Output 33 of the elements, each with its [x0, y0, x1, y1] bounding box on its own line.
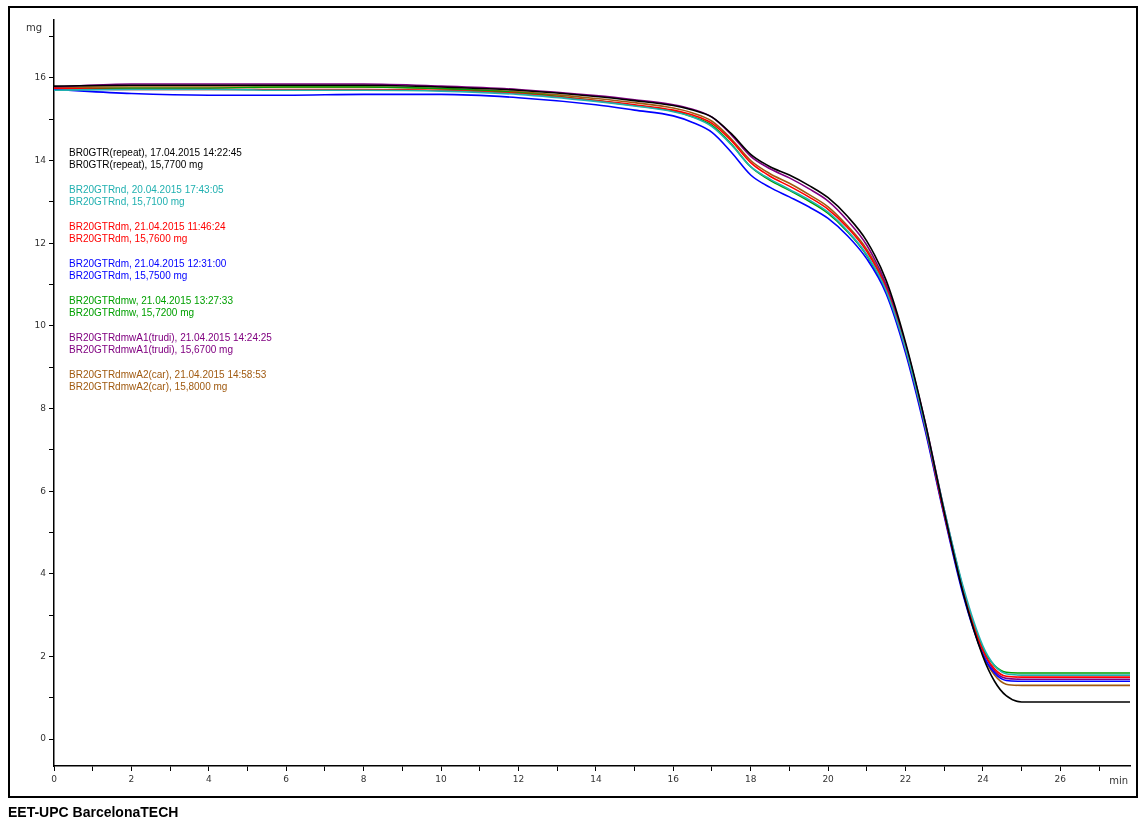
y-axis-title: mg: [25, 21, 42, 33]
text: EET-UPC BarcelonaTECH: [8, 804, 179, 820]
y-tick-label: 12: [34, 237, 46, 248]
text: BR20GTRdmw, 21.04.2015 13:27:33 BR20GTRdmw, 15,7200 mg: [69, 294, 234, 319]
x-tick-label: 26: [1054, 773, 1067, 784]
y-tick-label: 14: [34, 154, 47, 165]
x-tick-label: 16: [667, 773, 680, 784]
x-tick-label: 22: [899, 773, 912, 784]
text: BR20GTRdm, 21.04.2015 11:46:24 BR20GTRdm, 15,7600 mg: [69, 220, 227, 245]
text: BR20GTRdmwA1(trudi), 21.04.2015 14:24:25 BR20GTRdmwA1(trudi), 15,6700 mg: [69, 331, 272, 356]
y-tick-label: 0: [40, 733, 47, 744]
x-tick-label: 8: [360, 773, 367, 784]
x-axis-title: min: [1109, 774, 1128, 786]
y-tick-label: 2: [40, 650, 46, 661]
x-tick-label: 20: [822, 773, 835, 784]
text: BR20GTRdmwA2(car), 21.04.2015 14:58:53 BR20GTRdmwA2(car), 15,8000 mg: [69, 368, 268, 393]
y-tick-label: 4: [40, 568, 47, 579]
x-tick-label: 6: [283, 773, 290, 784]
x-tick-label: 2: [128, 773, 135, 784]
y-tick-label: 16: [34, 72, 47, 83]
x-tick-label: 12: [512, 773, 525, 784]
x-tick-label: 4: [205, 773, 212, 784]
x-tick-label: 24: [977, 773, 989, 784]
x-tick-label: 10: [435, 773, 448, 784]
x-tick-label: 18: [744, 773, 757, 784]
text: BR20GTRnd, 20.04.2015 17:43:05 BR20GTRnd, 15,7100 mg: [69, 183, 225, 208]
x-tick-label: 14: [590, 773, 602, 784]
y-tick-label: 6: [40, 485, 47, 496]
y-tick-label: 10: [34, 320, 47, 331]
x-tick-label: 0: [51, 773, 58, 784]
text: BR0GTR(repeat), 17.04.2015 14:22:45 BR0GTR(repeat), 15,7700 mg: [69, 146, 243, 171]
text: BR20GTRdm, 21.04.2015 12:31:00 BR20GTRdm, 15,7500 mg: [69, 257, 228, 282]
y-tick-label: 8: [40, 402, 47, 413]
